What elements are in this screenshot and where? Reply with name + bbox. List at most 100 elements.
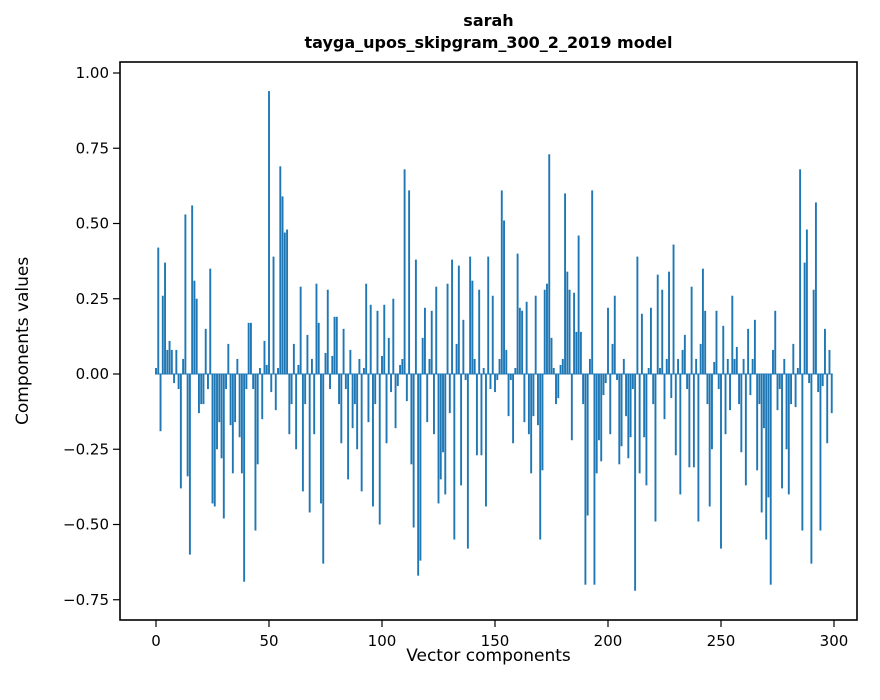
y-tick-label: 0.00 (76, 365, 109, 383)
bar (263, 340, 266, 374)
bar (555, 374, 557, 405)
bar (729, 374, 731, 411)
bar (769, 374, 772, 585)
bar (828, 349, 831, 374)
bar (534, 295, 537, 374)
bar (259, 367, 261, 374)
bar (731, 295, 734, 374)
bar (593, 374, 596, 585)
bar (173, 374, 176, 384)
bar (733, 358, 736, 374)
bar (582, 374, 585, 405)
bar (349, 349, 352, 374)
bars (155, 91, 833, 591)
bar (324, 352, 327, 374)
x-tick-label: 300 (820, 632, 849, 650)
bar (783, 358, 786, 374)
bar (672, 244, 675, 374)
bar (695, 358, 698, 374)
bar (446, 283, 449, 374)
bar (408, 190, 411, 374)
bar (638, 374, 641, 474)
bar (331, 355, 334, 374)
bar (503, 220, 505, 374)
bar (320, 374, 322, 504)
bar (358, 358, 361, 374)
bar (204, 328, 207, 374)
bar (561, 358, 564, 374)
bar (591, 190, 594, 374)
bar (792, 343, 795, 374)
bar (683, 334, 686, 374)
bar (717, 374, 720, 390)
bar (620, 374, 623, 447)
bar (417, 374, 420, 576)
bar (652, 374, 655, 405)
bar (277, 367, 279, 374)
bar (604, 374, 607, 384)
bar (252, 374, 255, 390)
bar (674, 374, 677, 456)
bar (281, 196, 284, 374)
bar (751, 358, 754, 374)
bar (767, 374, 770, 498)
bar (326, 289, 329, 374)
bar (794, 374, 797, 408)
bar (444, 374, 447, 495)
bar (781, 374, 783, 489)
bar (243, 374, 246, 582)
bar (826, 374, 829, 444)
bar (460, 374, 463, 486)
y-tick-label: −0.25 (63, 440, 109, 458)
bar (527, 374, 530, 435)
bar (536, 374, 539, 426)
bar (218, 374, 221, 423)
bar (161, 295, 164, 374)
bar (595, 374, 598, 474)
bar (225, 374, 228, 390)
axis-ticks (113, 72, 835, 627)
bar (421, 337, 424, 374)
bar (749, 374, 752, 396)
bar (559, 364, 562, 374)
bar (670, 374, 673, 399)
bar (778, 374, 781, 390)
bar (521, 310, 524, 374)
bar (627, 374, 630, 459)
bar (485, 374, 487, 507)
x-tick-label: 100 (368, 632, 397, 650)
bar (701, 268, 704, 374)
bar (473, 358, 476, 374)
bar (211, 374, 214, 504)
bar (247, 322, 250, 374)
bar (803, 262, 806, 374)
bar (525, 301, 528, 374)
bar (509, 374, 512, 381)
bar (378, 374, 381, 525)
bar (191, 205, 194, 374)
bar (317, 322, 320, 374)
bar (442, 374, 444, 453)
bar (636, 256, 639, 374)
bar (480, 374, 483, 456)
bar (367, 374, 370, 423)
bar (575, 331, 578, 374)
bar (159, 374, 162, 432)
bar (475, 374, 478, 456)
bar (182, 358, 185, 374)
bar (523, 374, 526, 423)
bar (439, 374, 442, 480)
bar (629, 374, 632, 438)
bar (362, 367, 365, 374)
bar (469, 256, 472, 374)
bar (423, 307, 426, 374)
bar (631, 374, 634, 390)
bar (704, 310, 707, 374)
bar (451, 259, 454, 374)
bar (496, 374, 499, 381)
bar (200, 374, 203, 405)
bar (453, 374, 456, 540)
bar (690, 286, 693, 374)
bar (227, 343, 230, 374)
axes-frame (119, 61, 858, 621)
